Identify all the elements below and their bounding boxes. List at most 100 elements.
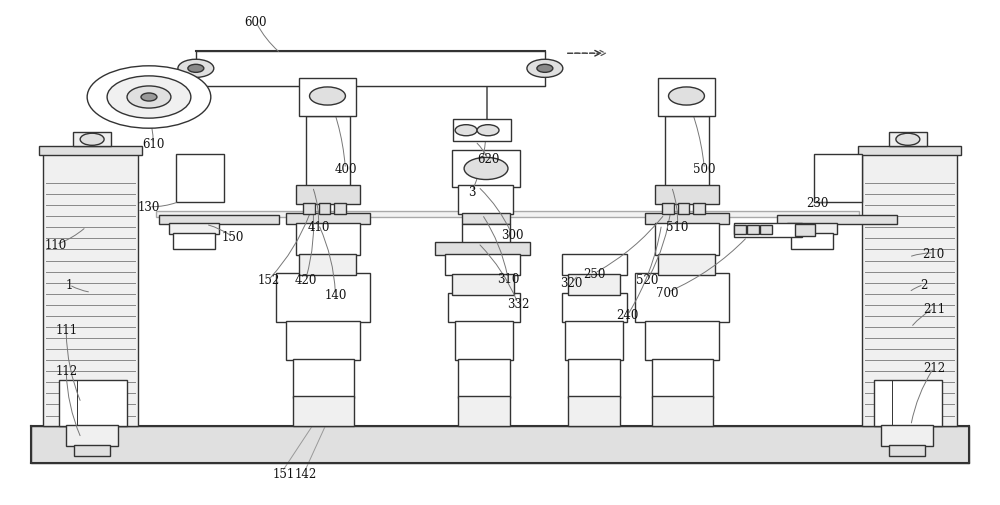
- Text: 151: 151: [272, 467, 295, 480]
- Text: 1: 1: [66, 279, 73, 291]
- Bar: [658, 79, 715, 117]
- Bar: [645, 321, 719, 361]
- Bar: [658, 254, 715, 275]
- Bar: [173, 234, 215, 250]
- Bar: [645, 214, 729, 225]
- Bar: [455, 321, 513, 361]
- Bar: [74, 445, 110, 456]
- Bar: [655, 224, 719, 255]
- Bar: [319, 204, 330, 215]
- Text: 420: 420: [294, 274, 317, 287]
- Bar: [777, 216, 897, 225]
- Bar: [662, 204, 674, 215]
- Text: 700: 700: [656, 286, 679, 299]
- Bar: [306, 117, 350, 187]
- Text: 250: 250: [584, 267, 606, 280]
- Text: 110: 110: [45, 238, 67, 251]
- Text: 212: 212: [923, 362, 945, 375]
- Circle shape: [80, 134, 104, 146]
- Bar: [458, 186, 513, 215]
- Bar: [791, 234, 833, 250]
- Bar: [286, 214, 370, 225]
- Circle shape: [87, 67, 211, 129]
- Text: 130: 130: [138, 201, 160, 214]
- Text: 210: 210: [923, 247, 945, 260]
- Bar: [562, 294, 627, 323]
- Bar: [568, 359, 620, 398]
- Bar: [655, 186, 719, 205]
- Text: 332: 332: [507, 297, 529, 310]
- Text: 410: 410: [307, 221, 330, 234]
- Text: 3: 3: [468, 186, 476, 199]
- Bar: [296, 224, 360, 255]
- Bar: [303, 204, 315, 215]
- Circle shape: [310, 88, 345, 106]
- Bar: [176, 155, 224, 203]
- Bar: [862, 155, 957, 426]
- Circle shape: [464, 158, 508, 180]
- Bar: [453, 119, 511, 142]
- Bar: [462, 214, 510, 225]
- Bar: [196, 52, 545, 87]
- Bar: [435, 242, 530, 255]
- Bar: [299, 79, 356, 117]
- Circle shape: [455, 125, 477, 136]
- Bar: [66, 425, 118, 446]
- Bar: [693, 204, 705, 215]
- Circle shape: [669, 88, 704, 106]
- Text: 150: 150: [222, 231, 244, 244]
- Text: 211: 211: [923, 302, 945, 315]
- Circle shape: [178, 60, 214, 78]
- Bar: [858, 147, 961, 156]
- Bar: [562, 254, 627, 275]
- Bar: [59, 381, 127, 426]
- Text: 610: 610: [142, 138, 164, 151]
- Bar: [452, 274, 514, 295]
- Bar: [73, 133, 111, 147]
- Bar: [760, 226, 772, 235]
- Bar: [156, 211, 859, 217]
- Text: 620: 620: [477, 153, 499, 166]
- Bar: [565, 321, 623, 361]
- Bar: [286, 321, 360, 361]
- Bar: [43, 155, 138, 426]
- Text: 142: 142: [294, 467, 317, 480]
- Bar: [452, 151, 520, 187]
- Bar: [635, 274, 729, 323]
- Text: 2: 2: [920, 279, 928, 291]
- Bar: [747, 226, 759, 235]
- Text: 510: 510: [666, 221, 689, 234]
- Bar: [568, 274, 620, 295]
- Text: 310: 310: [497, 272, 519, 285]
- Bar: [159, 216, 279, 225]
- Bar: [293, 396, 354, 426]
- Text: 500: 500: [693, 163, 716, 176]
- Bar: [299, 254, 356, 275]
- Circle shape: [896, 134, 920, 146]
- Bar: [39, 147, 142, 156]
- Circle shape: [188, 65, 204, 73]
- Bar: [462, 224, 510, 243]
- Circle shape: [141, 94, 157, 102]
- Text: 520: 520: [636, 274, 659, 287]
- Bar: [787, 224, 837, 235]
- Circle shape: [477, 125, 499, 136]
- Bar: [889, 445, 925, 456]
- Text: 600: 600: [244, 16, 267, 29]
- Circle shape: [527, 60, 563, 78]
- Text: 140: 140: [324, 289, 347, 301]
- Text: 112: 112: [55, 364, 77, 377]
- Bar: [445, 254, 520, 275]
- Bar: [889, 133, 927, 147]
- Bar: [734, 223, 802, 237]
- Bar: [734, 226, 746, 235]
- Bar: [814, 155, 862, 203]
- Bar: [169, 224, 219, 235]
- Bar: [293, 359, 354, 398]
- Bar: [458, 359, 510, 398]
- Text: 230: 230: [806, 197, 828, 210]
- Bar: [874, 381, 942, 426]
- Bar: [448, 294, 520, 323]
- Bar: [652, 396, 713, 426]
- Bar: [458, 396, 510, 426]
